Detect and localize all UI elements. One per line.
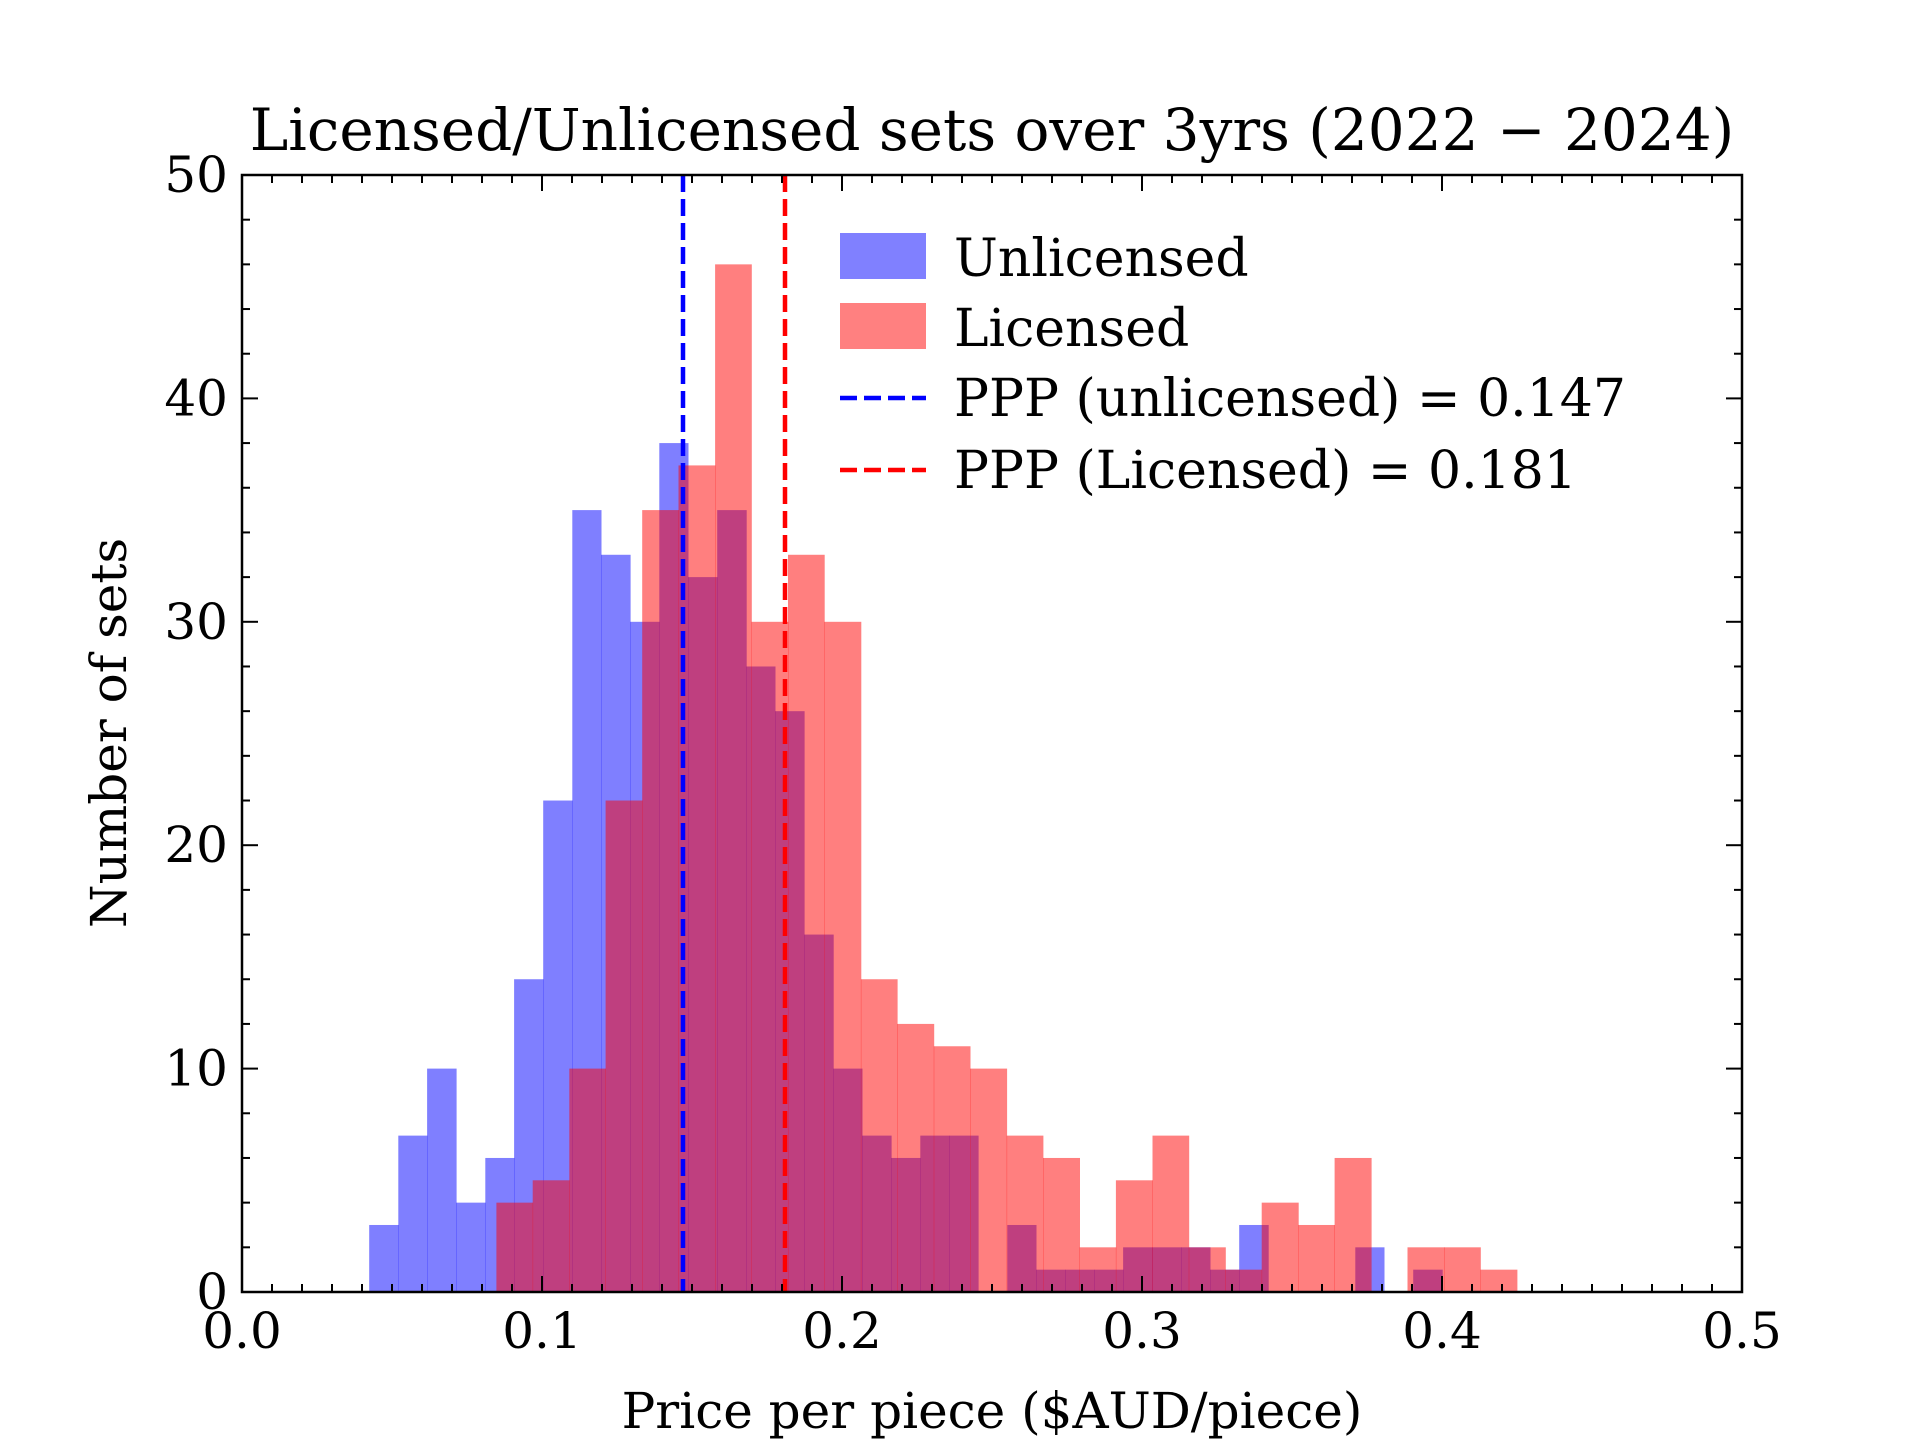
unlicensed-bar-0 [369,1224,399,1292]
licensed-bar-19 [1188,1247,1226,1292]
licensed-bar-11 [897,1023,935,1292]
licensed-bar-9 [824,621,862,1292]
axis-ticks [241,174,1743,1293]
legend-ppp-unlicensed-label: PPP (unlicensed) = 0.147 [954,369,1626,429]
licensed-bar-10 [860,979,898,1292]
licensed-bar-14 [1006,1135,1044,1292]
licensed-bar-12 [933,1046,971,1292]
licensed-bar-17 [1115,1180,1153,1292]
licensed-bar-6 [715,264,752,1292]
licensed-bar-22 [1298,1224,1335,1292]
licensed-bar-3 [605,800,643,1292]
legend-unlicensed-swatch [840,233,926,279]
x-tick-label: 0.4 [1402,1302,1482,1360]
licensed-bar-25 [1407,1247,1445,1292]
unlicensed-bar-1 [398,1135,428,1292]
licensed-bar-27 [1480,1269,1518,1292]
legend-unlicensed-label: Unlicensed [954,229,1249,289]
licensed-bar-1 [532,1180,570,1292]
unlicensed-bar-3 [456,1202,486,1292]
licensed-bar-8 [788,554,825,1292]
x-axis-label: Price per piece ($AUD/piece) [622,1382,1363,1440]
licensed-bar-16 [1079,1247,1117,1292]
licensed-bars [496,264,1518,1293]
unlicensed-bar-2 [427,1068,457,1292]
y-tick-label: 10 [164,1040,228,1098]
legend-ppp-licensed-label: PPP (Licensed) = 0.181 [954,441,1577,501]
y-axis-label: Number of sets [80,538,138,928]
licensed-bar-2 [569,1068,606,1292]
y-tick-label: 0 [196,1263,228,1321]
licensed-bar-18 [1152,1135,1190,1292]
licensed-bar-26 [1444,1247,1481,1292]
legend: Unlicensed Licensed PPP (unlicensed) = 0.1… [840,229,1626,501]
x-tick-label: 0.2 [802,1302,882,1360]
licensed-bar-15 [1043,1157,1080,1292]
reference-lines [680,175,788,1292]
chart-title: Licensed/Unlicensed sets over 3yrs (2022… [250,96,1734,164]
licensed-bar-21 [1261,1202,1299,1292]
x-tick-label: 0.0 [202,1302,282,1360]
x-tick-label: 0.1 [502,1302,582,1360]
legend-licensed-label: Licensed [954,299,1189,359]
y-tick-label: 50 [164,146,228,204]
licensed-bar-4 [642,510,679,1293]
legend-licensed-swatch [840,303,926,349]
tick-labels: 0.0 0.1 0.2 0.3 0.4 0.5 0 10 20 30 40 50 [164,146,1781,1360]
licensed-bar-13 [970,1068,1008,1292]
licensed-bar-7 [751,621,789,1292]
licensed-bar-20 [1225,1269,1263,1292]
x-tick-label: 0.3 [1102,1302,1182,1360]
y-tick-label: 30 [164,593,228,651]
plot-area [240,173,1744,1294]
x-tick-label: 0.5 [1702,1302,1782,1360]
licensed-bar-0 [496,1202,534,1292]
y-tick-label: 20 [164,816,228,874]
licensed-bar-23 [1334,1157,1372,1292]
y-tick-label: 40 [164,369,228,427]
